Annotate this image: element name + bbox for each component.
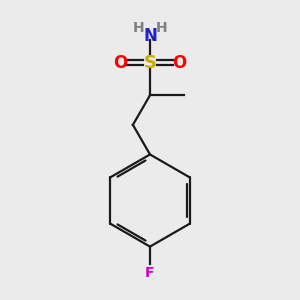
Text: H: H bbox=[155, 21, 167, 35]
Text: N: N bbox=[143, 27, 157, 45]
Text: O: O bbox=[113, 54, 127, 72]
Text: S: S bbox=[143, 54, 157, 72]
Text: O: O bbox=[172, 54, 187, 72]
Text: F: F bbox=[145, 266, 155, 280]
Text: H: H bbox=[133, 21, 145, 35]
